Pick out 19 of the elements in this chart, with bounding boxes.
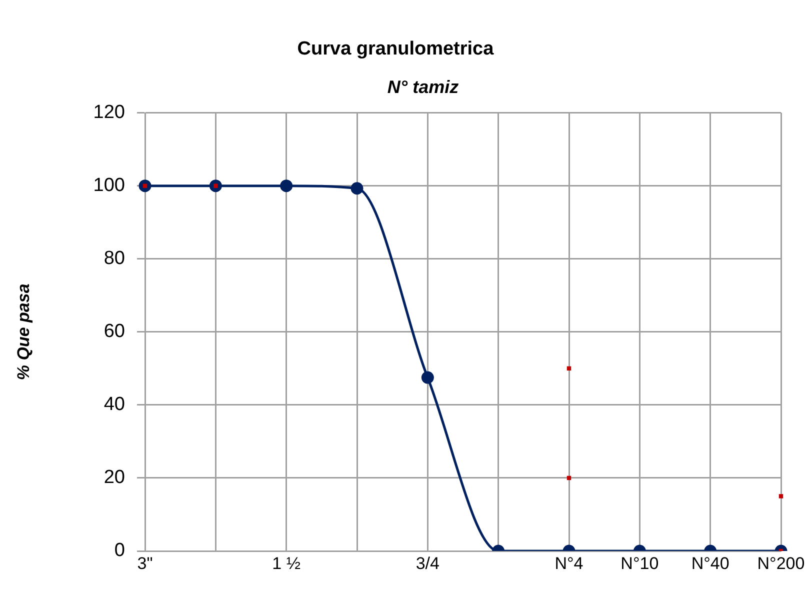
y-tick-label: 0 [114, 540, 125, 562]
x-tick-label: 1 ½ [272, 554, 301, 573]
x-tick-label: 3/4 [416, 554, 440, 573]
x-axis-title: N° tamiz [387, 76, 459, 97]
y-tick-label: 80 [104, 248, 125, 270]
x-tick-label: N°4 [554, 554, 584, 573]
point [280, 180, 293, 192]
point [350, 182, 364, 195]
x-tick-label: 3" [137, 554, 153, 573]
y-tick-label: 40 [104, 394, 125, 416]
y-tick-label: 60 [104, 321, 125, 342]
y-tick-label: 100 [93, 175, 125, 196]
y-axis-title: % Que pasa [14, 284, 33, 380]
x-tick-label: N°40 [691, 554, 730, 573]
x-tick-label: N°200 [757, 554, 805, 573]
x-tick-label: N°10 [620, 554, 659, 573]
y-tick-label: 120 [93, 102, 125, 124]
chart-title: Curva granulometrica [297, 38, 494, 60]
y-tick-label: 20 [104, 467, 125, 488]
